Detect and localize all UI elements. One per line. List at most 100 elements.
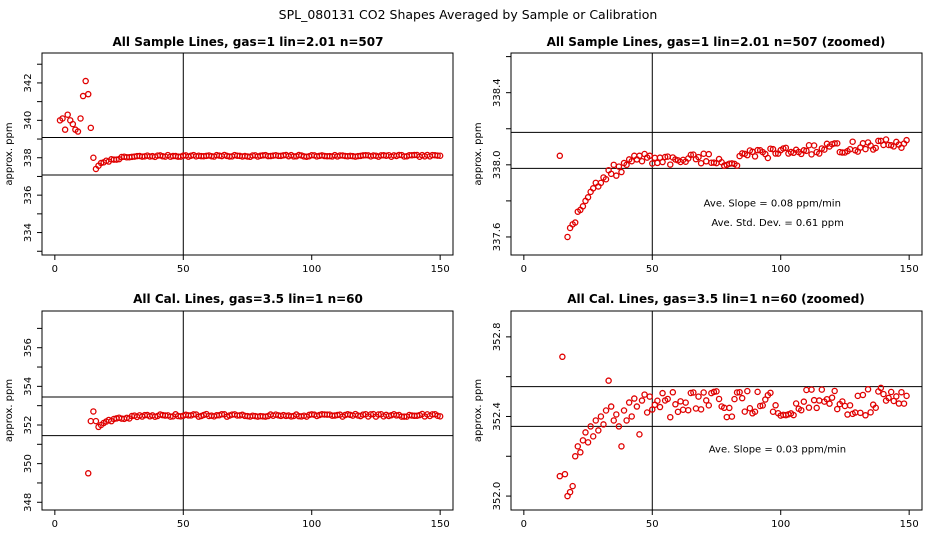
data-point (679, 406, 687, 413)
data-point (818, 386, 826, 393)
data-point (82, 77, 89, 85)
data-point (810, 396, 818, 404)
data-point (867, 409, 874, 416)
data-point (610, 417, 618, 424)
data-point (805, 404, 813, 411)
data-point (831, 140, 838, 147)
data-point (844, 411, 851, 418)
data-point (69, 120, 77, 128)
data-point (733, 389, 741, 396)
data-point (882, 136, 890, 143)
data-point (697, 159, 705, 167)
data-point (705, 150, 713, 158)
data-point (877, 384, 885, 392)
y-tick-label: 338.4 (492, 78, 503, 107)
data-point (672, 401, 679, 408)
data-point (805, 141, 813, 149)
data-point (810, 142, 818, 149)
data-point (736, 388, 743, 396)
data-point (556, 152, 564, 160)
y-tick-label: 354 (23, 377, 34, 396)
data-point (772, 150, 779, 157)
x-tick-label: 150 (900, 519, 919, 530)
data-point (582, 429, 589, 436)
x-tick-label: 0 (52, 519, 58, 530)
y-tick-label: 350 (23, 454, 34, 473)
y-tick-label: 352.0 (492, 482, 503, 511)
data-point (754, 388, 761, 396)
data-point (610, 161, 618, 169)
data-point (587, 423, 594, 430)
data-point (800, 147, 808, 154)
data-point (641, 391, 648, 398)
data-point (434, 152, 441, 159)
data-point (764, 154, 772, 162)
y-axis-label: approx. ppm (473, 122, 484, 185)
data-point (728, 413, 736, 420)
data-point (746, 405, 754, 412)
data-point (579, 437, 587, 444)
data-point (84, 470, 92, 477)
data-point (864, 386, 872, 393)
data-point (659, 389, 666, 397)
data-point (751, 408, 759, 415)
data-point (857, 409, 864, 417)
data-point (767, 145, 774, 152)
x-tick-label: 0 (521, 264, 527, 275)
x-tick-label: 50 (646, 519, 659, 530)
data-point (605, 377, 612, 384)
data-point (798, 406, 805, 414)
x-tick-label: 100 (771, 264, 790, 275)
data-point (436, 413, 444, 420)
y-tick-label: 352.4 (492, 402, 503, 431)
data-point (74, 128, 82, 135)
data-point (90, 408, 97, 415)
data-point (872, 144, 880, 152)
x-tick-label: 50 (177, 519, 190, 530)
data-point (893, 393, 900, 400)
data-point (669, 389, 677, 396)
data-point (564, 233, 571, 241)
data-point (589, 433, 597, 440)
data-point (684, 406, 692, 414)
data-point (700, 150, 707, 157)
data-point (792, 400, 800, 407)
data-point (880, 390, 887, 398)
data-point (751, 153, 759, 160)
annotation-text: Ave. Slope = 0.08 ppm/min (704, 198, 841, 209)
chart-panel-p3: All Cal. Lines, gas=3.5 lin=1 n=60 approx… (4, 292, 454, 530)
data-point (434, 412, 441, 419)
data-point (625, 399, 633, 406)
data-point (623, 161, 630, 169)
data-point (190, 411, 197, 418)
data-point (579, 203, 587, 210)
data-point (702, 397, 710, 404)
data-point (597, 179, 605, 187)
y-tick-label: 352 (23, 415, 34, 434)
data-point (692, 405, 700, 412)
data-point (61, 126, 69, 133)
data-point (859, 391, 867, 399)
x-tick-label: 150 (431, 519, 450, 530)
data-point (849, 138, 856, 145)
data-point (667, 161, 674, 168)
data-point (651, 154, 659, 162)
data-point (813, 404, 820, 412)
data-point (803, 147, 810, 155)
data-point (677, 398, 684, 405)
data-point (615, 163, 623, 170)
data-point (79, 92, 87, 100)
data-point (654, 397, 661, 404)
data-point (687, 389, 695, 397)
y-axis-label: approx. ppm (473, 379, 484, 442)
data-point (618, 168, 625, 176)
data-point (759, 402, 766, 409)
x-tick-label: 50 (177, 264, 190, 275)
chart-panel-p4: All Cal. Lines, gas=3.5 lin=1 n=60 (zoom… (473, 292, 923, 530)
data-point (885, 394, 892, 402)
x-tick-label: 150 (900, 264, 919, 275)
y-axis-label: approx. ppm (4, 379, 15, 442)
data-point (613, 172, 620, 179)
data-point (695, 393, 702, 400)
data-point (700, 389, 707, 396)
